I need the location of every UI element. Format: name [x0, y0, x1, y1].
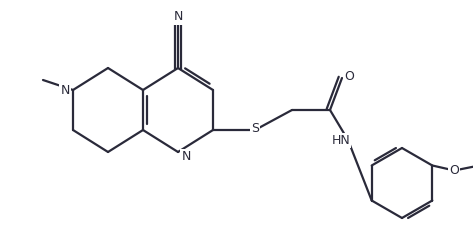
Text: N: N	[173, 10, 183, 24]
Text: S: S	[251, 122, 259, 134]
Text: N: N	[181, 150, 191, 162]
Text: HN: HN	[332, 134, 350, 146]
Text: O: O	[344, 70, 354, 82]
Text: N: N	[61, 84, 70, 96]
Text: O: O	[449, 164, 459, 177]
